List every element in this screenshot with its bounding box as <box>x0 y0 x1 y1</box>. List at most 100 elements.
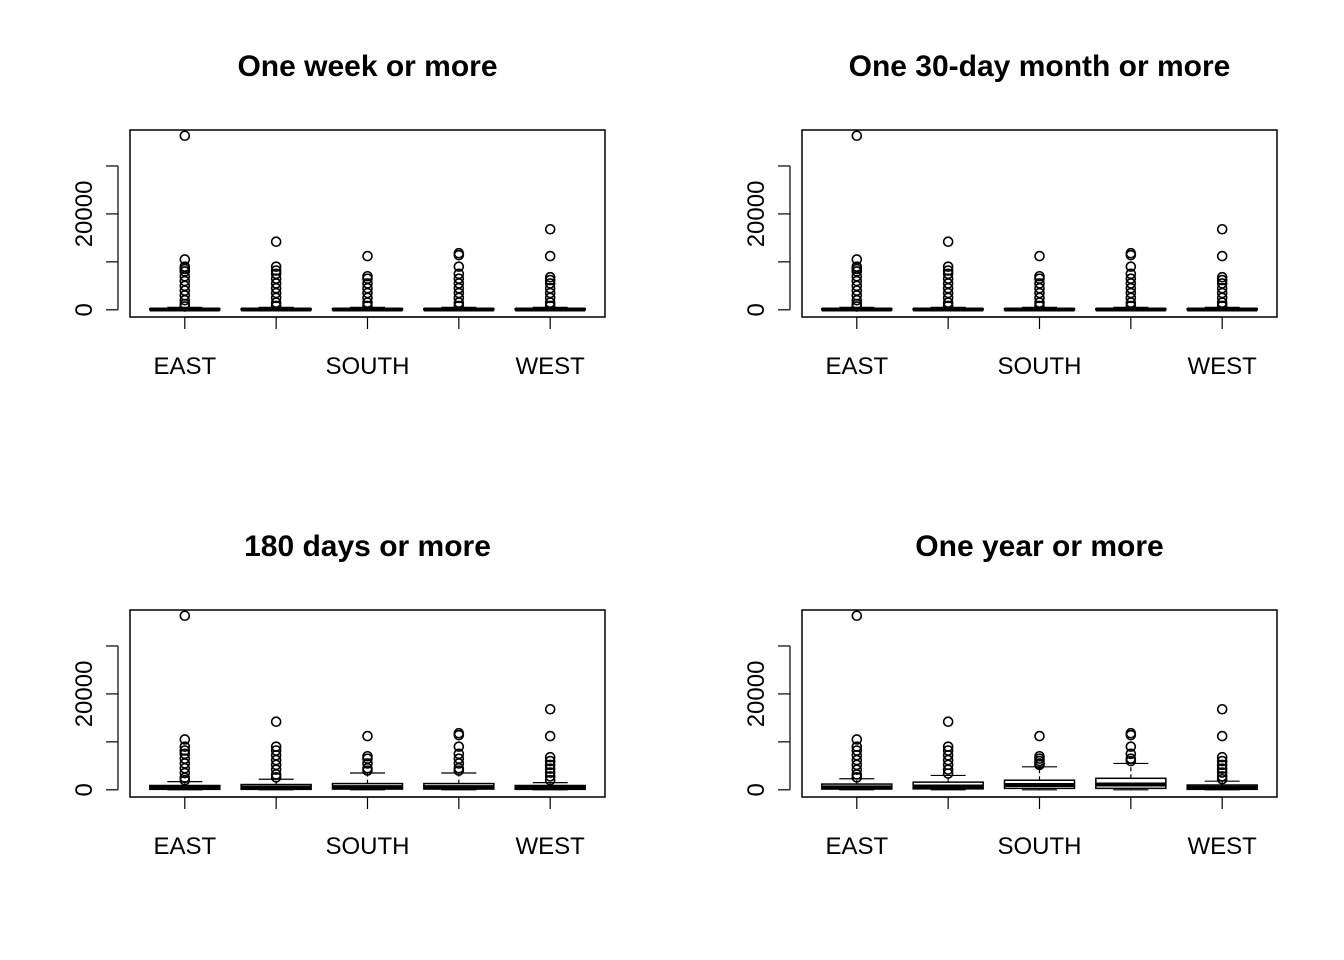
outlier-point <box>1216 763 1228 775</box>
outlier-point <box>1125 748 1137 760</box>
outlier-point <box>362 292 373 304</box>
outlier-point <box>270 297 282 308</box>
outlier-point <box>851 764 863 775</box>
outlier-point <box>1125 249 1137 261</box>
outlier-point <box>1125 292 1137 304</box>
y-tick-label: 20000 <box>743 181 770 248</box>
outlier-point <box>179 734 191 745</box>
outlier-point <box>1216 767 1228 778</box>
outlier-point <box>270 261 282 272</box>
box-1 <box>821 130 893 312</box>
box-2 <box>240 716 312 791</box>
x-axis: EAST SOUTH WEST <box>825 796 1257 860</box>
outlier-point <box>851 130 863 142</box>
outlier-point <box>851 772 863 783</box>
box-2 <box>912 236 984 312</box>
box-4 <box>423 727 495 791</box>
outlier-point <box>942 716 954 728</box>
y-tick-label: 20000 <box>71 181 98 248</box>
outlier-point <box>942 261 954 272</box>
box-3 <box>1003 250 1076 312</box>
outlier-point <box>270 716 282 728</box>
outlier-point <box>453 292 465 304</box>
panel-4: One year or more 0 20000 EAST SOUTH WEST <box>743 530 1278 860</box>
outlier-point <box>544 767 556 778</box>
outlier-point <box>362 250 373 262</box>
outlier-point <box>270 292 282 304</box>
outlier-point <box>453 741 465 752</box>
outlier-point <box>362 758 373 769</box>
outlier-point <box>942 292 954 304</box>
x-tick-label: SOUTH <box>326 353 410 380</box>
outlier-point <box>942 768 954 779</box>
outlier-point <box>1125 741 1137 752</box>
outlier-point <box>1216 271 1228 283</box>
outlier-point <box>1034 730 1045 742</box>
outlier-point <box>544 751 556 763</box>
outlier-point <box>1034 759 1045 771</box>
x-tick-label: EAST <box>153 353 216 380</box>
outlier-point <box>1125 729 1137 741</box>
outlier-point <box>544 274 556 286</box>
outlier-point <box>851 734 863 745</box>
y-axis: 0 20000 <box>743 165 791 316</box>
outlier-point <box>942 297 954 308</box>
box-3 <box>331 730 404 791</box>
x-tick-label: EAST <box>825 833 888 860</box>
outlier-point <box>270 769 282 780</box>
chart-title: One 30-day month or more <box>849 50 1231 83</box>
outlier-point <box>1216 773 1228 785</box>
outlier-point <box>453 261 465 272</box>
outlier-point <box>453 758 465 769</box>
outlier-point <box>270 772 282 783</box>
outlier-point <box>1125 755 1137 767</box>
x-tick-label: EAST <box>825 353 888 380</box>
outlier-point <box>1216 223 1228 235</box>
outlier-point <box>1216 292 1228 304</box>
x-tick-label: WEST <box>516 833 586 860</box>
outlier-point <box>270 764 282 775</box>
outlier-point <box>544 763 556 775</box>
outlier-point <box>544 703 556 715</box>
box-2 <box>240 236 312 312</box>
y-tick-label: 0 <box>743 303 770 316</box>
x-axis: EAST SOUTH WEST <box>153 316 586 380</box>
chart-title: One week or more <box>237 50 497 83</box>
box-5 <box>1186 223 1258 312</box>
box-3 <box>331 250 404 312</box>
box-5 <box>514 223 586 312</box>
outlier-point <box>362 765 373 776</box>
y-tick-label: 0 <box>71 303 98 316</box>
outlier-point <box>270 236 282 248</box>
y-axis: 0 20000 <box>71 165 119 316</box>
box-1 <box>149 610 221 791</box>
outlier-point <box>851 294 863 306</box>
chart-title: One year or more <box>915 530 1163 563</box>
outlier-point <box>942 764 954 775</box>
panel-1: One week or more 0 20000 EAST SOUTH WEST <box>71 50 606 380</box>
box-5 <box>514 703 586 791</box>
outlier-point <box>851 610 863 622</box>
outlier-point <box>362 297 373 308</box>
box-4 <box>1095 727 1167 791</box>
y-tick-label: 0 <box>743 783 770 796</box>
outlier-point <box>179 130 191 142</box>
outlier-point <box>362 730 373 742</box>
outlier-point <box>1216 771 1228 782</box>
outlier-point <box>453 729 465 741</box>
outlier-point <box>544 250 556 262</box>
outlier-point <box>544 292 556 304</box>
box-1 <box>821 610 893 791</box>
y-tick-label: 20000 <box>743 661 770 728</box>
outlier-point <box>179 741 191 752</box>
box-5 <box>1186 703 1258 791</box>
outlier-point <box>179 745 191 756</box>
x-tick-label: WEST <box>1188 353 1258 380</box>
x-tick-label: WEST <box>516 353 586 380</box>
box-4 <box>423 247 495 312</box>
y-tick-label: 0 <box>71 783 98 796</box>
box-4 <box>1095 247 1167 312</box>
box-1 <box>149 130 221 312</box>
outlier-point <box>544 774 556 786</box>
